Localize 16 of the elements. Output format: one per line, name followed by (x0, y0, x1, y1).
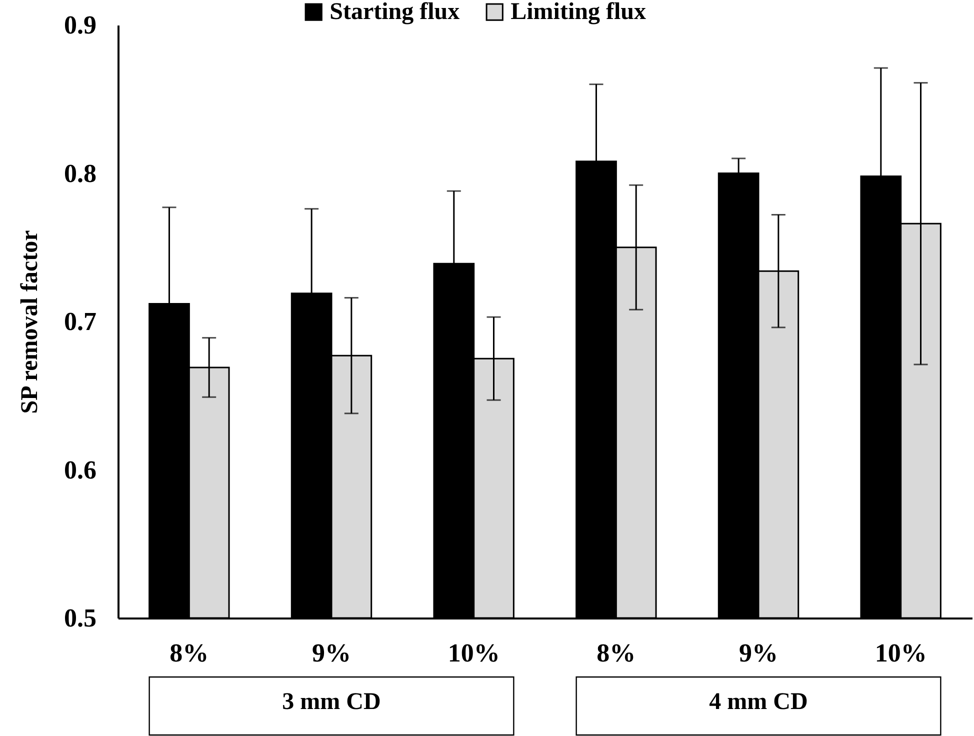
x-tick-label: 9% (739, 638, 778, 668)
y-axis-title: SP removal factor (17, 230, 43, 414)
x-tick-label: 10% (874, 638, 927, 668)
legend-label: Limiting flux (510, 0, 646, 25)
x-tick-label: 10% (448, 638, 500, 668)
y-tick-label: 0.7 (64, 307, 96, 336)
y-tick-label: 0.9 (64, 10, 96, 40)
y-tick-label: 0.6 (64, 455, 96, 484)
y-tick-label: 0.5 (64, 604, 96, 632)
y-tick-label: 0.8 (64, 158, 96, 188)
x-tick-label: 8% (596, 638, 636, 668)
legend-label: Starting flux (330, 0, 460, 25)
x-tick-label: 8% (170, 638, 209, 668)
text: 3 mm CD (282, 689, 381, 715)
x-tick-label: 9% (312, 638, 351, 668)
text: 4 mm CD (709, 689, 808, 715)
